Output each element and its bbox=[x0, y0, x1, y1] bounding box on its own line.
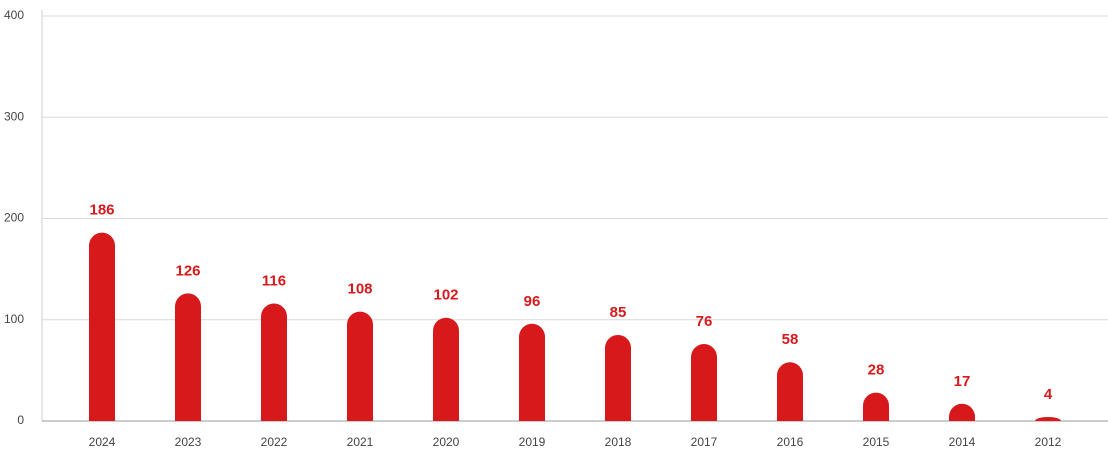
x-tick-label: 2020 bbox=[433, 435, 460, 449]
x-tick-label: 2024 bbox=[89, 435, 116, 449]
bar bbox=[433, 317, 459, 421]
x-tick-label: 2018 bbox=[605, 435, 632, 449]
bar bbox=[691, 344, 717, 421]
x-tick-label: 2022 bbox=[261, 435, 288, 449]
y-tick-label: 300 bbox=[4, 109, 24, 123]
x-tick-label: 2012 bbox=[1035, 435, 1062, 449]
bar bbox=[863, 392, 889, 421]
x-tick-label: 2017 bbox=[691, 435, 718, 449]
value-label: 96 bbox=[524, 293, 541, 310]
x-tick-label: 2015 bbox=[863, 435, 890, 449]
value-label: 17 bbox=[954, 373, 971, 390]
y-tick-label: 200 bbox=[4, 211, 24, 225]
bar bbox=[949, 403, 975, 421]
bar bbox=[777, 362, 803, 421]
value-label: 102 bbox=[433, 287, 458, 304]
bar bbox=[519, 323, 545, 421]
bar bbox=[89, 232, 116, 421]
y-tick-label: 400 bbox=[4, 8, 24, 22]
value-label: 116 bbox=[262, 273, 286, 290]
bar bbox=[1035, 416, 1061, 421]
value-label: 126 bbox=[175, 262, 200, 279]
bar bbox=[605, 334, 631, 421]
value-label: 4 bbox=[1044, 386, 1053, 403]
x-tick-label: 2019 bbox=[519, 435, 546, 449]
value-label: 58 bbox=[782, 331, 799, 348]
value-label: 28 bbox=[868, 362, 885, 379]
value-label: 108 bbox=[347, 281, 372, 298]
value-label: 186 bbox=[89, 202, 114, 219]
bar bbox=[347, 311, 373, 421]
x-tick-label: 2016 bbox=[777, 435, 804, 449]
value-label: 76 bbox=[696, 313, 713, 330]
x-tick-label: 2021 bbox=[347, 435, 374, 449]
x-tick-label: 2014 bbox=[949, 435, 976, 449]
y-tick-label: 100 bbox=[4, 312, 24, 326]
value-label: 85 bbox=[610, 304, 627, 321]
bar bbox=[261, 303, 287, 421]
bar bbox=[175, 293, 201, 421]
x-tick-label: 2023 bbox=[175, 435, 202, 449]
y-tick-label: 0 bbox=[17, 413, 24, 427]
